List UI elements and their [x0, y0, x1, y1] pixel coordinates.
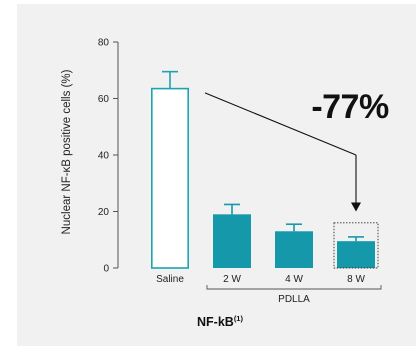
group-label: PDLLA	[278, 294, 310, 305]
reduction-callout: -77%	[311, 88, 389, 126]
x-tick-labels: Saline 2 W 4 W 8 W	[156, 274, 365, 285]
bar-4-w	[275, 231, 313, 268]
chart-title-superscript: (1)	[234, 314, 244, 323]
chart-title: NF-kB(1)	[197, 314, 243, 329]
reduction-annotation: -77%	[204, 88, 389, 269]
bar-2-w	[213, 214, 251, 268]
y-tick-label: 0	[103, 264, 109, 275]
group-bracket: PDLLA	[206, 285, 382, 305]
x-tick-label: 8 W	[347, 274, 365, 285]
y-axis-title: Nuclear NF-κB positive cells (%)	[61, 69, 73, 234]
group-bracket-line	[206, 285, 382, 290]
y-tick-label: 80	[98, 38, 110, 49]
x-tick-label: 4 W	[285, 274, 303, 285]
bar-saline	[151, 87, 190, 269]
arrow-diagonal-line	[204, 92, 357, 156]
x-tick-label: 2 W	[223, 274, 241, 285]
y-tick-label: 60	[98, 94, 110, 105]
arrow-head-icon	[351, 202, 361, 212]
y-ticks: 0 20 40 60 80	[98, 38, 118, 275]
x-tick-label: Saline	[156, 274, 184, 285]
y-tick-label: 20	[98, 207, 110, 218]
chart-title-text: NF-kB	[197, 315, 234, 329]
bar-8-w	[337, 241, 375, 268]
highlight-box	[333, 222, 379, 269]
y-tick-label: 40	[98, 151, 110, 162]
bars	[151, 70, 375, 269]
